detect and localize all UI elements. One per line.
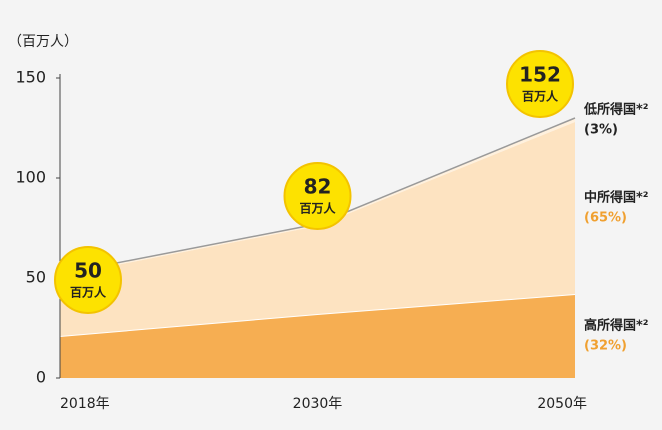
legend-share: (65%) <box>584 211 627 226</box>
total-unit: 百万人 <box>299 201 336 216</box>
total-value: 152 <box>519 63 561 87</box>
total-bubble <box>506 50 574 118</box>
x-tick-label: 2018年 <box>60 396 110 412</box>
legend-label: 中所得国*² <box>584 190 649 206</box>
legend-share: (32%) <box>584 339 627 354</box>
area <box>60 294 575 378</box>
legend-label: 高所得国*² <box>584 318 649 334</box>
y-tick-label: 0 <box>36 368 46 387</box>
x-tick-label: 2030年 <box>293 396 343 412</box>
y-tick-label: 50 <box>26 268 46 287</box>
total-bubble <box>283 162 352 230</box>
x-tick-label: 2050年 <box>537 396 587 412</box>
legend-share: (3%) <box>584 123 618 138</box>
total-unit: 百万人 <box>70 285 107 300</box>
total-value: 50 <box>74 259 102 283</box>
total-value: 82 <box>304 175 332 199</box>
y-tick-label: 100 <box>15 168 46 187</box>
y-axis-label: （百万人） <box>8 34 78 50</box>
y-tick-label: 150 <box>15 68 46 87</box>
total-unit: 百万人 <box>522 89 559 104</box>
legend-label: 低所得国*² <box>583 102 649 118</box>
total-bubble <box>54 246 122 314</box>
